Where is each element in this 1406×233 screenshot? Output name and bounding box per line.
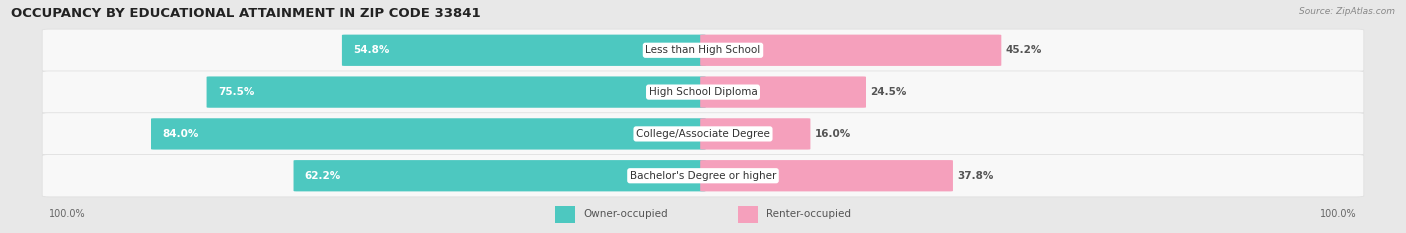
Text: Less than High School: Less than High School [645,45,761,55]
Text: 37.8%: 37.8% [957,171,994,181]
Text: College/Associate Degree: College/Associate Degree [636,129,770,139]
Text: High School Diploma: High School Diploma [648,87,758,97]
Text: 100.0%: 100.0% [1320,209,1357,219]
Text: 16.0%: 16.0% [814,129,851,139]
Text: 62.2%: 62.2% [305,171,342,181]
Text: Source: ZipAtlas.com: Source: ZipAtlas.com [1299,7,1395,16]
Text: OCCUPANCY BY EDUCATIONAL ATTAINMENT IN ZIP CODE 33841: OCCUPANCY BY EDUCATIONAL ATTAINMENT IN Z… [11,7,481,20]
Text: 45.2%: 45.2% [1005,45,1042,55]
Text: 75.5%: 75.5% [218,87,254,97]
Text: Renter-occupied: Renter-occupied [766,209,851,219]
Text: 54.8%: 54.8% [353,45,389,55]
Text: 84.0%: 84.0% [162,129,198,139]
Text: Bachelor's Degree or higher: Bachelor's Degree or higher [630,171,776,181]
Text: Owner-occupied: Owner-occupied [583,209,668,219]
Text: 24.5%: 24.5% [870,87,907,97]
Text: 100.0%: 100.0% [49,209,86,219]
